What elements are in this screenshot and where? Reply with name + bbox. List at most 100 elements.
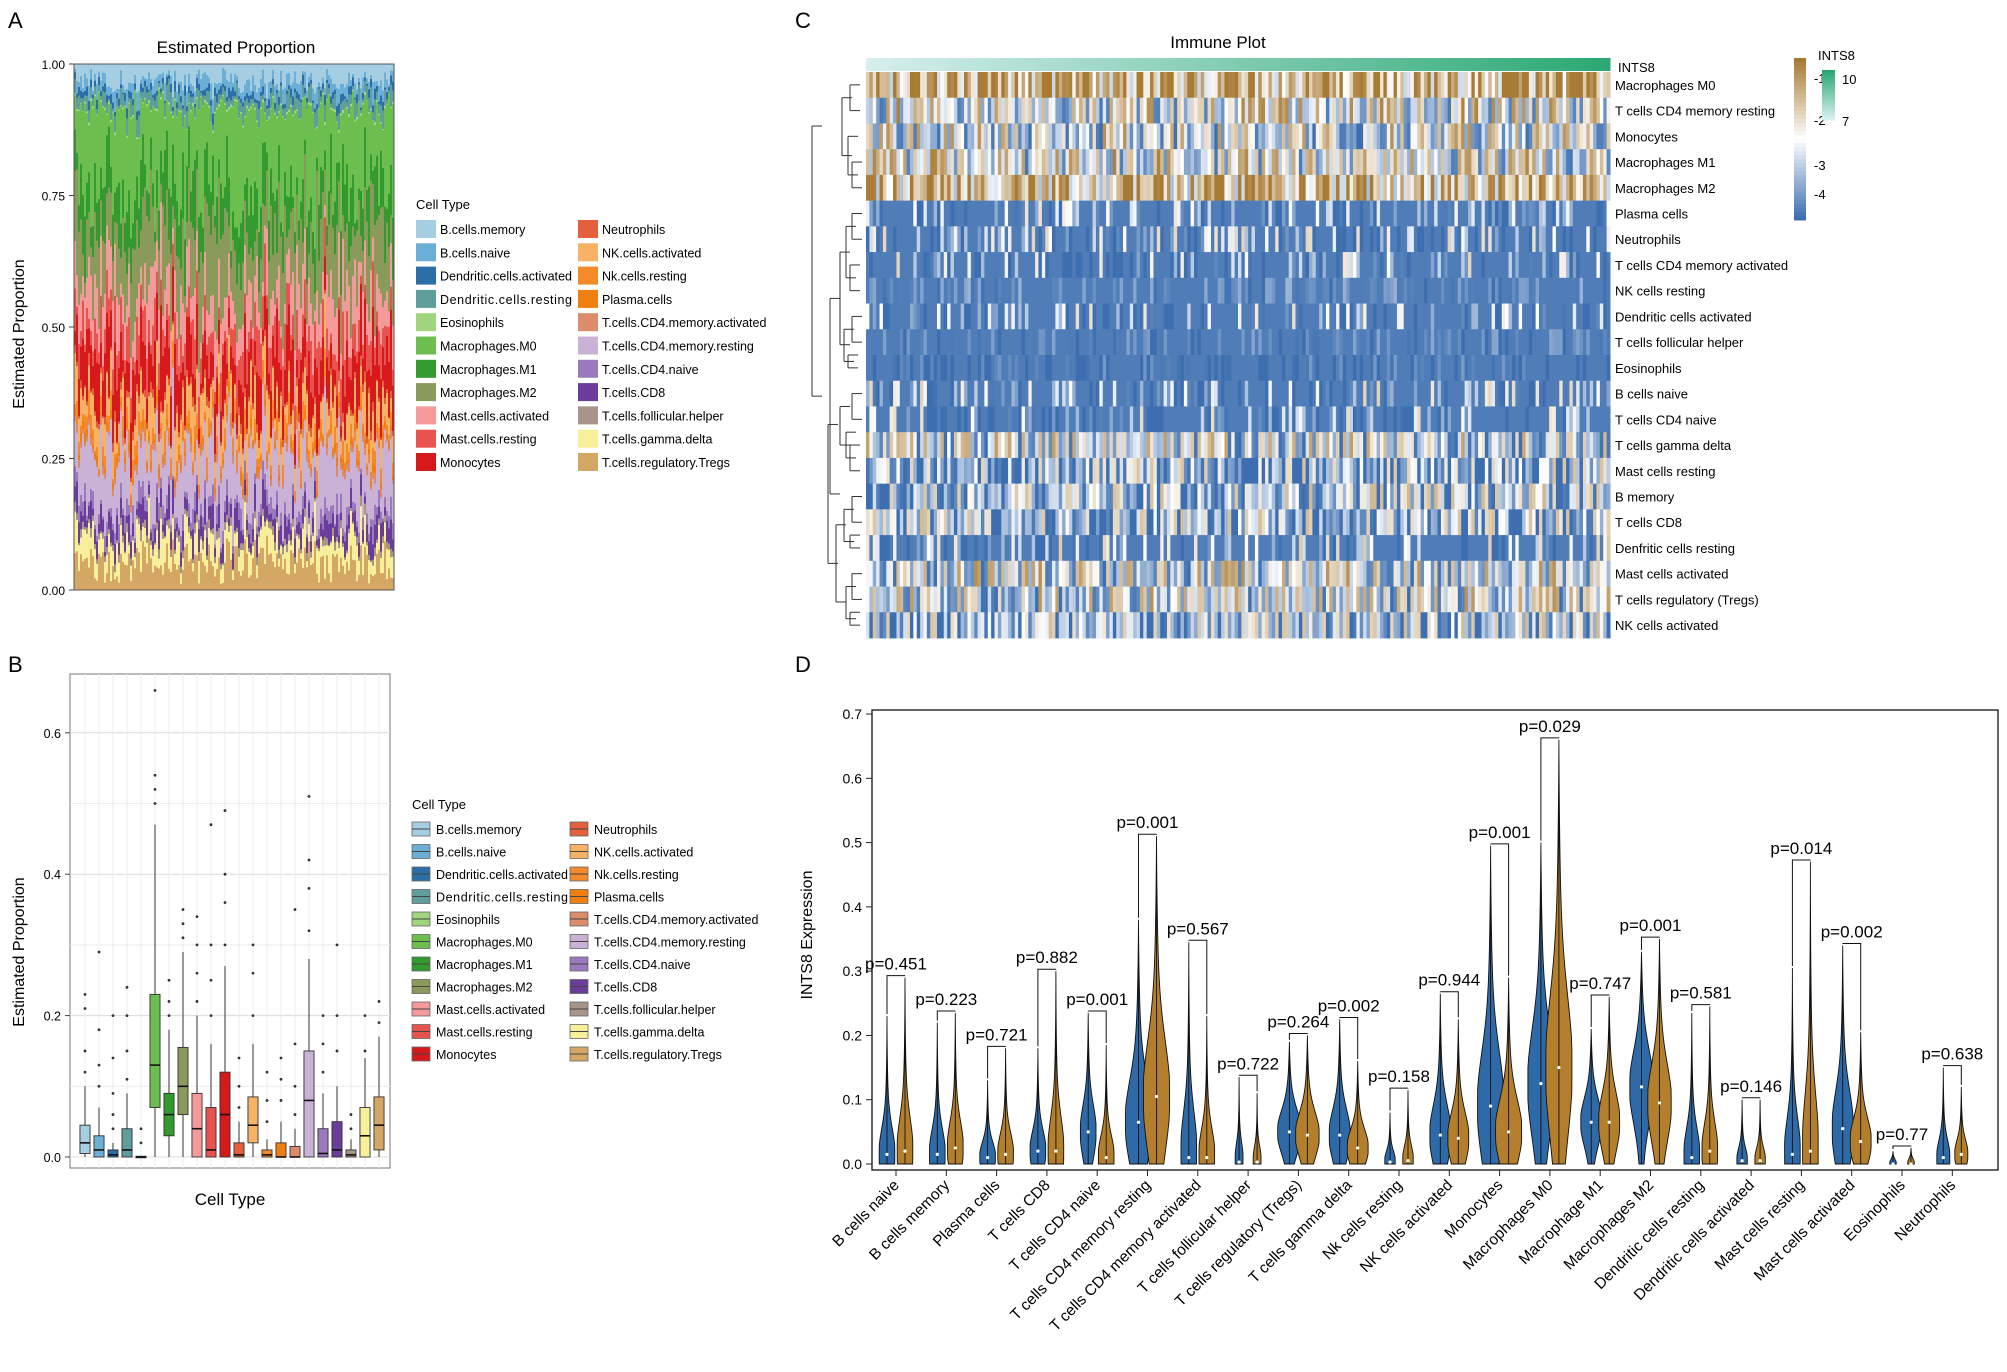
legend-label: T.cells.follicular.helper: [594, 1003, 716, 1017]
panel-a-segment: [334, 556, 337, 591]
panel-c-annotation-cell: [937, 58, 941, 71]
panel-a-segment: [344, 469, 347, 472]
panel-a-segment: [190, 90, 193, 98]
panel-a-segment: [200, 503, 203, 516]
panel-a-segment: [278, 486, 281, 527]
panel-a-segment: [92, 444, 95, 449]
panel-c-annotation-cell: [899, 58, 904, 71]
panel-a-segment: [350, 444, 353, 452]
panel-c-annotation-cell: [980, 58, 985, 71]
panel-c-annotation-cell: [1549, 58, 1554, 71]
panel-c-annotation-cell: [1146, 58, 1151, 71]
panel-a-segment: [350, 507, 353, 511]
panel-a-segment: [374, 472, 377, 484]
panel-c-cell: [1102, 97, 1107, 124]
panel-a-stack: [100, 64, 103, 591]
panel-a-segment: [164, 102, 167, 117]
panel-a-segment: [382, 110, 385, 130]
panel-a-segment: [192, 96, 195, 103]
panel-a-stack: [390, 64, 393, 591]
panel-a-segment: [320, 418, 323, 433]
panel-a-segment: [264, 473, 267, 490]
panel-a-segment: [176, 338, 179, 375]
panel-a-segment: [148, 284, 151, 320]
panel-a-stack: [372, 64, 375, 591]
panel-a-segment: [184, 312, 187, 344]
panel-a-segment: [326, 328, 329, 358]
panel-a-segment: [256, 557, 259, 566]
panel-a-segment: [344, 556, 347, 560]
panel-a-segment: [176, 374, 179, 406]
panel-a-segment: [214, 95, 217, 112]
panel-a-segment: [386, 104, 389, 209]
panel-a-segment: [84, 351, 87, 386]
panel-a-segment: [234, 90, 237, 97]
panel-a-segment: [94, 273, 97, 319]
panel-a-segment: [354, 355, 357, 372]
panel-a-segment: [188, 286, 191, 318]
panel-a-segment: [102, 552, 105, 591]
panel-c-cell: [1298, 72, 1303, 99]
panel-a-segment: [392, 462, 395, 477]
panel-a-segment: [324, 293, 327, 349]
panel-b-outlier: [293, 1113, 297, 1116]
panel-a-segment: [134, 74, 137, 84]
panel-c-cell: [943, 97, 948, 124]
panel-a-segment: [218, 103, 221, 107]
panel-a-segment: [384, 397, 387, 405]
panel-a-segment: [284, 118, 287, 120]
panel-a-segment: [222, 343, 225, 356]
panel-a-segment: [248, 577, 251, 591]
panel-a-segment: [122, 377, 125, 417]
panel-a-segment: [290, 545, 293, 551]
panel-a-segment: [338, 401, 341, 408]
panel-a-segment: [260, 258, 263, 329]
panel-a-segment: [322, 545, 325, 556]
panel-c-annotation-cell: [1190, 58, 1195, 71]
panel-a-segment: [280, 82, 283, 86]
panel-c-cell: [1505, 97, 1510, 124]
panel-a-segment: [280, 391, 283, 396]
panel-a-segment: [88, 518, 91, 523]
panel-a-segment: [166, 418, 169, 426]
panel-a-segment: [90, 64, 93, 70]
panel-a-segment: [276, 490, 279, 505]
panel-a-segment: [322, 396, 325, 435]
panel-c-cell: [1413, 123, 1418, 150]
panel-a-segment: [330, 333, 333, 344]
panel-a-segment: [332, 214, 335, 228]
panel-a-segment: [104, 72, 107, 84]
panel-a-segment: [232, 579, 235, 591]
panel-a-segment: [252, 103, 255, 106]
panel-c-cell: [1275, 123, 1280, 150]
panel-a-segment: [240, 111, 243, 114]
panel-a-segment: [194, 425, 197, 442]
panel-a-segment: [168, 262, 171, 316]
panel-a-segment: [284, 303, 287, 324]
panel-a-segment: [238, 328, 241, 360]
panel-a-segment: [320, 400, 323, 403]
panel-a-segment: [262, 345, 265, 360]
panel-a-segment: [352, 447, 355, 453]
panel-a-segment: [126, 88, 129, 109]
panel-a-segment: [228, 98, 231, 107]
panel-a-segment: [230, 250, 233, 269]
panel-a-segment: [190, 558, 193, 591]
panel-a-segment: [250, 94, 253, 99]
panel-a-segment: [198, 448, 201, 485]
panel-a-segment: [80, 90, 83, 99]
panel-b-iqr: [289, 1145, 301, 1158]
panel-c-annotation-cell: [923, 58, 928, 71]
panel-c-cell: [1501, 97, 1506, 124]
panel-a-segment: [386, 578, 389, 591]
panel-c-cell: [1292, 123, 1296, 150]
panel-a-segment: [228, 525, 231, 532]
panel-a-segment: [212, 565, 215, 591]
legend-swatch: [416, 289, 436, 308]
panel-a-segment: [172, 227, 175, 244]
panel-a-segment: [364, 126, 367, 188]
panel-a-segment: [334, 454, 337, 524]
panel-a-segment: [166, 508, 169, 521]
panel-a-segment: [118, 98, 121, 106]
panel-a-segment: [202, 526, 205, 542]
